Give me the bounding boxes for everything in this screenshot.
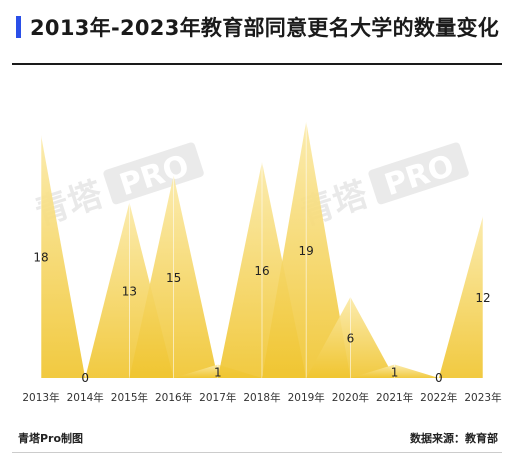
area-series: [40, 121, 484, 378]
title-divider: [12, 63, 502, 65]
x-tick-label: 2021年: [376, 391, 413, 404]
bottom-rule: [12, 452, 502, 453]
x-tick-label: 2014年: [67, 391, 104, 404]
data-label: 0: [81, 371, 89, 385]
watermark-badge: [368, 142, 469, 205]
area-spike: [41, 135, 86, 378]
data-label: 0: [435, 371, 443, 385]
area-spike: [438, 216, 483, 378]
value-label-group: 18 0 13 15 1 16 19 6 1 0 12: [33, 244, 490, 385]
watermark-badge-text: PRO: [380, 148, 458, 203]
data-label: 1: [391, 365, 399, 379]
data-label: 6: [347, 332, 355, 346]
data-label: 12: [475, 291, 490, 305]
footer-credit: 青塔Pro制图: [18, 432, 84, 445]
data-label: 19: [299, 244, 314, 258]
x-tick-label: 2015年: [111, 391, 148, 404]
footer-source: 数据来源：教育部: [410, 432, 498, 445]
data-label: 18: [33, 251, 48, 265]
x-tick-label: 2016年: [155, 391, 192, 404]
x-tick-label: 2023年: [464, 391, 501, 404]
x-tick-label: 2022年: [420, 391, 457, 404]
title-accent-bar: [16, 16, 21, 38]
chart-header: 2013年-2023年教育部同意更名大学的数量变化: [16, 12, 499, 42]
x-tick-label: 2013年: [22, 391, 59, 404]
x-tick-label: 2017年: [199, 391, 236, 404]
x-tick-label: 2018年: [243, 391, 280, 404]
x-tick-label: 2019年: [288, 391, 325, 404]
x-tick-label-group: 2013年 2014年 2015年 2016年 2017年 2018年 2019年 2020年…: [22, 391, 501, 404]
data-label: 1: [214, 365, 222, 379]
data-label: 13: [122, 284, 137, 298]
watermark-badge: [103, 142, 204, 205]
data-label: 15: [166, 271, 181, 285]
data-label: 16: [254, 264, 269, 278]
chart-title: 2013年-2023年教育部同意更名大学的数量变化: [30, 16, 500, 40]
x-tick-label: 2020年: [332, 391, 369, 404]
watermark-badge-text: PRO: [115, 148, 193, 203]
